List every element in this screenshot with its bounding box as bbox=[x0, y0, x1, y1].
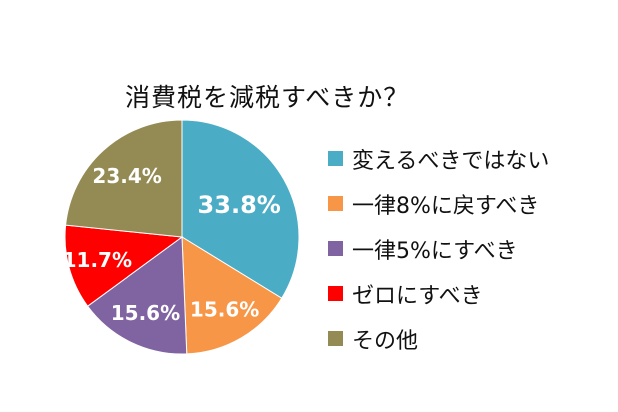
legend-swatch bbox=[328, 331, 343, 346]
legend-label: 一律8%に戻すべき bbox=[352, 193, 540, 219]
legend: 変えるべきではない 一律8%に戻すべき 一律5%にすべき ゼロにすべき その他 bbox=[328, 136, 549, 361]
slice-value-label: 15.6% bbox=[190, 298, 259, 322]
legend-swatch bbox=[328, 286, 343, 301]
slice-value-label: 33.8% bbox=[198, 191, 281, 219]
chart-title: 消費税を減税すべきか？ bbox=[125, 83, 410, 112]
pie-slice bbox=[181, 236, 283, 355]
legend-item: 一律8%に戻すべき bbox=[328, 181, 549, 226]
legend-swatch bbox=[328, 151, 343, 166]
slice-value-label: 23.4% bbox=[92, 164, 161, 188]
pie-slice bbox=[65, 119, 183, 238]
pie-slice bbox=[64, 224, 184, 307]
pie-slice bbox=[181, 119, 300, 299]
pie-slice bbox=[86, 236, 188, 355]
slice-value-label: 15.6% bbox=[111, 301, 180, 325]
legend-item: ゼロにすべき bbox=[328, 271, 549, 316]
slice-value-label: 11.7% bbox=[63, 248, 132, 272]
legend-label: 変えるべきではない bbox=[352, 148, 550, 174]
legend-label: ゼロにすべき bbox=[352, 283, 483, 309]
legend-label: その他 bbox=[352, 328, 419, 354]
legend-item: 変えるべきではない bbox=[328, 136, 549, 181]
legend-item: 一律5%にすべき bbox=[328, 226, 549, 271]
legend-swatch bbox=[328, 196, 343, 211]
legend-label: 一律5%にすべき bbox=[352, 238, 518, 264]
legend-item: その他 bbox=[328, 316, 549, 361]
legend-swatch bbox=[328, 241, 343, 256]
